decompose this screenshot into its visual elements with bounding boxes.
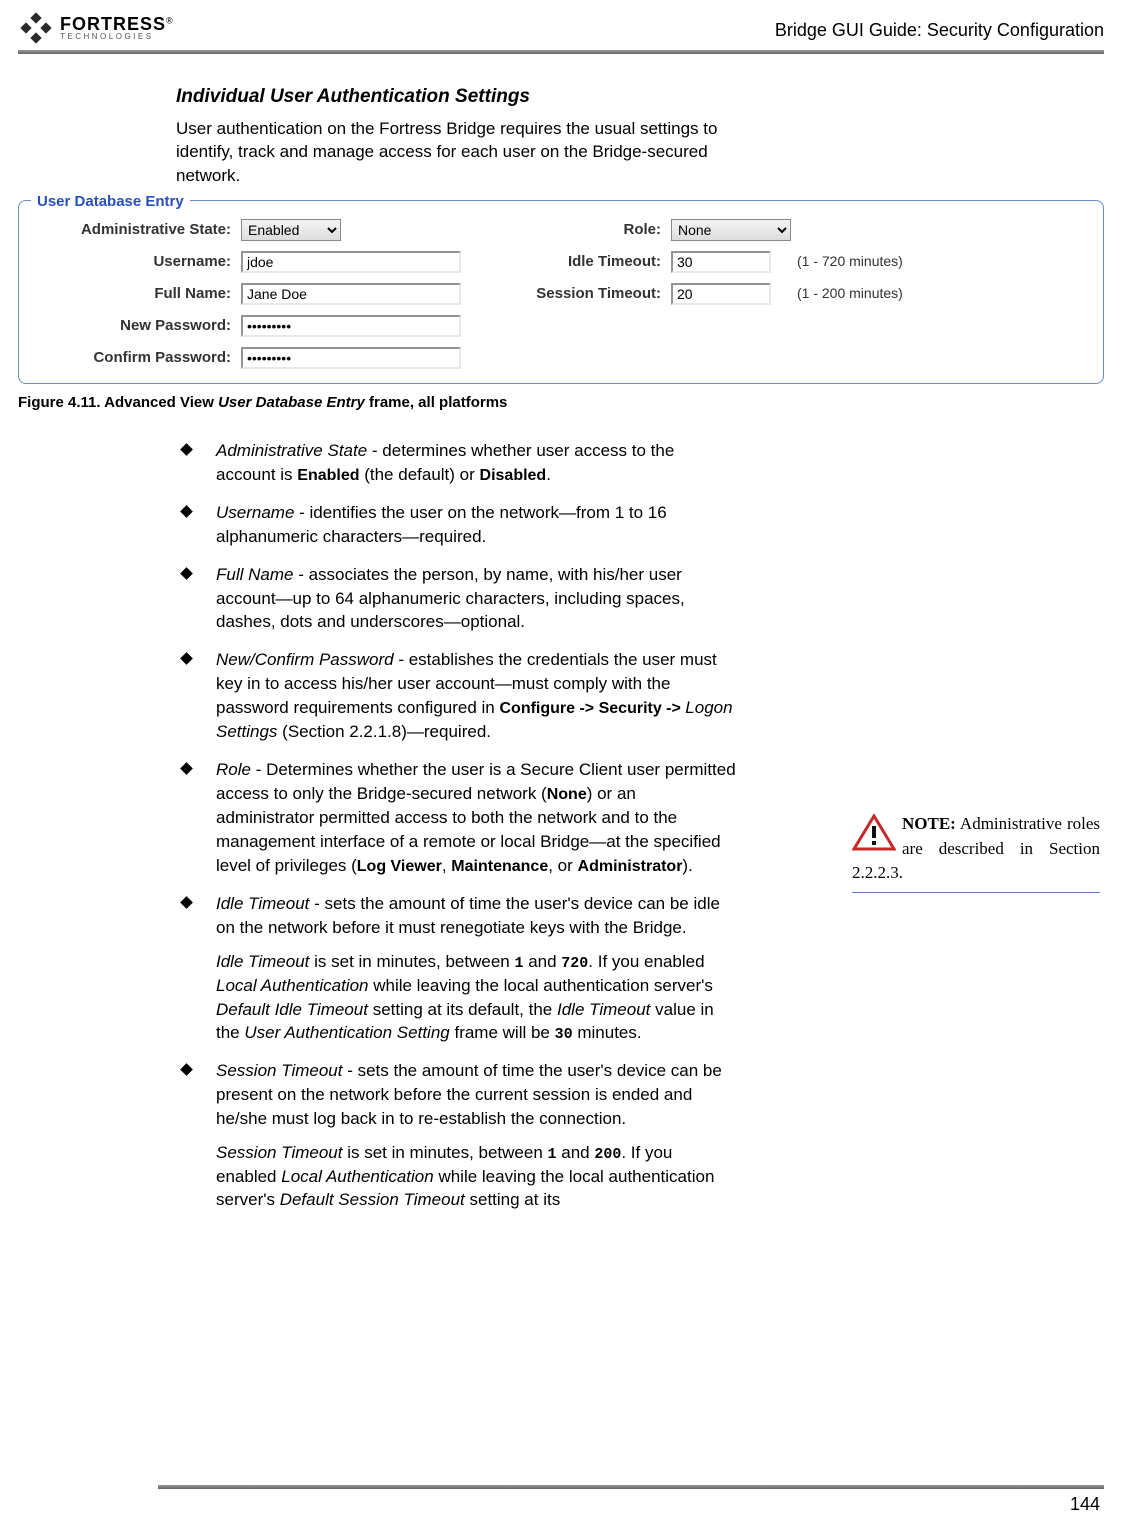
figcap-prefix: Figure 4.11. Advanced View	[18, 394, 218, 411]
bullet-idle-timeout: Idle Timeout - sets the amount of time t…	[176, 892, 736, 1045]
lead: Username	[216, 503, 294, 522]
diamond-bullet-icon	[180, 443, 193, 456]
page: FORTRESS® TECHNOLOGIES Bridge GUI Guide:…	[0, 0, 1122, 1523]
user-database-entry-fieldset: User Database Entry Administrative State…	[18, 200, 1104, 384]
lead: Idle Timeout	[216, 894, 309, 913]
header-right: Bridge GUI Guide: Security Configuration	[775, 12, 1104, 43]
warning-info-icon	[852, 814, 896, 852]
label-new-password: New Password:	[41, 315, 241, 336]
fieldset-legend: User Database Entry	[31, 191, 190, 212]
bullet-role: Role - Determines whether the user is a …	[176, 758, 736, 878]
field-new-password	[241, 315, 671, 337]
confirm-password-input[interactable]	[241, 347, 461, 369]
header: FORTRESS® TECHNOLOGIES Bridge GUI Guide:…	[18, 0, 1104, 48]
figcap-suffix: frame, all platforms	[365, 394, 508, 411]
fortress-logo-icon	[18, 12, 54, 44]
idle-timeout-hint: (1 - 720 minutes)	[791, 252, 1081, 272]
session-timeout-input[interactable]	[671, 283, 771, 305]
header-rule	[18, 50, 1104, 54]
lead: Role	[216, 760, 251, 779]
field-full-name	[241, 283, 471, 305]
logo-text: FORTRESS® TECHNOLOGIES	[60, 16, 173, 39]
label-full-name: Full Name:	[41, 283, 241, 304]
diamond-bullet-icon	[180, 567, 193, 580]
label-username: Username:	[41, 251, 241, 272]
page-number: 144	[1070, 1492, 1100, 1517]
idle-timeout-input[interactable]	[671, 251, 771, 273]
lead: Full Name	[216, 565, 293, 584]
lead: Session Timeout	[216, 1061, 342, 1080]
label-session-timeout: Session Timeout:	[471, 283, 671, 304]
note-label: NOTE:	[902, 814, 956, 833]
logo: FORTRESS® TECHNOLOGIES	[18, 12, 173, 44]
intro-para: User authentication on the Fortress Brid…	[176, 117, 736, 188]
field-username	[241, 251, 471, 273]
section-title: Individual User Authentication Settings	[176, 84, 736, 111]
username-input[interactable]	[241, 251, 461, 273]
label-idle-timeout: Idle Timeout:	[471, 251, 671, 272]
diamond-bullet-icon	[180, 896, 193, 909]
bullet-fullname: Full Name - associates the person, by na…	[176, 563, 736, 634]
label-confirm-password: Confirm Password:	[41, 347, 241, 368]
figcap-italic: User Database Entry	[218, 394, 365, 411]
bullet-session-timeout: Session Timeout - sets the amount of tim…	[176, 1059, 736, 1212]
full-name-input[interactable]	[241, 283, 461, 305]
new-password-input[interactable]	[241, 315, 461, 337]
field-session-timeout	[671, 283, 791, 305]
bullet-password: New/Confirm Password - establishes the c…	[176, 648, 736, 744]
bullet-admin-state: Administrative State - determines whethe…	[176, 439, 736, 487]
lead: Administrative State	[216, 441, 367, 460]
field-role: None	[671, 219, 1081, 241]
diamond-bullet-icon	[180, 652, 193, 665]
bullet-session-subpara: Session Timeout is set in minutes, betwe…	[216, 1141, 736, 1213]
field-idle-timeout	[671, 251, 791, 273]
session-timeout-hint: (1 - 200 minutes)	[791, 284, 1081, 304]
bullet-idle-subpara: Idle Timeout is set in minutes, between …	[216, 950, 736, 1046]
bullet-username: Username - identifies the user on the ne…	[176, 501, 736, 549]
diamond-bullet-icon	[180, 1063, 193, 1076]
intro-block: Individual User Authentication Settings …	[176, 84, 736, 188]
diamond-bullet-icon	[180, 505, 193, 518]
margin-note: NOTE: Administrative roles are described…	[852, 812, 1100, 893]
field-confirm-password	[241, 347, 671, 369]
lead: New/Confirm Password	[216, 650, 394, 669]
label-role: Role:	[471, 219, 671, 240]
diamond-bullet-icon	[180, 762, 193, 775]
label-admin-state: Administrative State:	[41, 219, 241, 240]
admin-state-select[interactable]: Enabled	[241, 219, 341, 241]
footer-rule	[158, 1485, 1104, 1489]
figure-caption: Figure 4.11. Advanced View User Database…	[18, 392, 1104, 413]
figure-4-11: User Database Entry Administrative State…	[18, 200, 1104, 413]
bullet-list: Administrative State - determines whethe…	[176, 439, 736, 1212]
form-grid: Administrative State: Enabled Role: None…	[41, 219, 1081, 369]
role-select[interactable]: None	[671, 219, 791, 241]
field-admin-state: Enabled	[241, 219, 471, 241]
